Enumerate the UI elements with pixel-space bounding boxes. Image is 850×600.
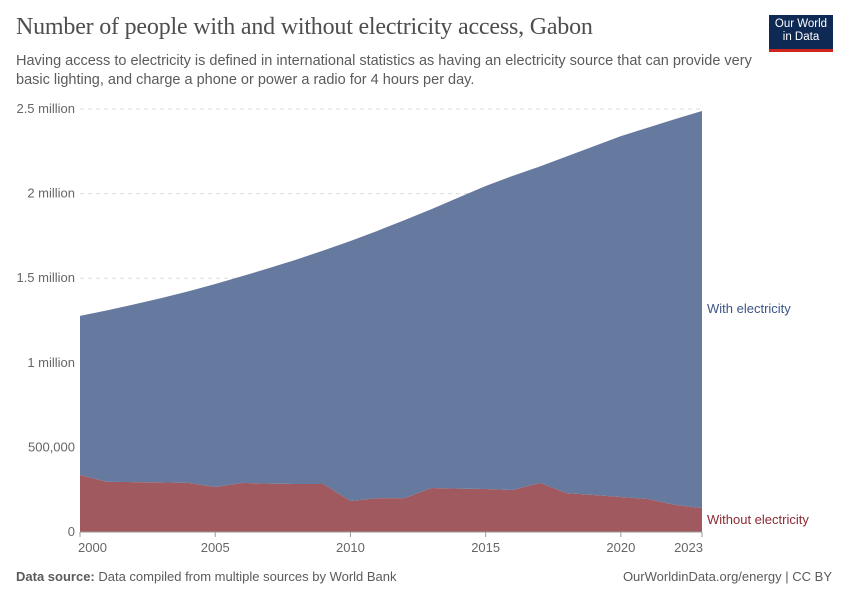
x-tick-label: 2010 (336, 540, 365, 555)
y-tick-label: 2 million (27, 186, 75, 201)
y-tick-label: 1.5 million (16, 270, 75, 285)
x-tick-label: 2000 (78, 540, 107, 555)
series-label: With electricity (707, 301, 791, 316)
x-tick-label: 2015 (471, 540, 500, 555)
y-tick-label: 2.5 million (16, 101, 75, 116)
x-tick-label: 2020 (606, 540, 635, 555)
y-tick-label: 1 million (27, 355, 75, 370)
chart-title: Number of people with and without electr… (16, 14, 593, 40)
owid-logo[interactable]: Our World in Data (769, 15, 833, 52)
data-source-text: Data compiled from multiple sources by W… (94, 569, 397, 584)
data-source-label: Data source: (16, 569, 95, 584)
area-with-electricity (80, 111, 702, 508)
area-without-electricity (80, 474, 702, 532)
x-tick-label: 2005 (201, 540, 230, 555)
y-tick-label: 500,000 (28, 439, 75, 454)
x-tick-label: 2023 (674, 540, 703, 555)
footer-link[interactable]: OurWorldinData.org/energy | CC BY (622, 569, 832, 584)
data-source: Data source: Data compiled from multiple… (16, 569, 397, 584)
series-label: Without electricity (707, 512, 809, 527)
chart-subtitle: Having access to electricity is defined … (16, 53, 752, 88)
y-tick-label: 0 (68, 524, 75, 539)
